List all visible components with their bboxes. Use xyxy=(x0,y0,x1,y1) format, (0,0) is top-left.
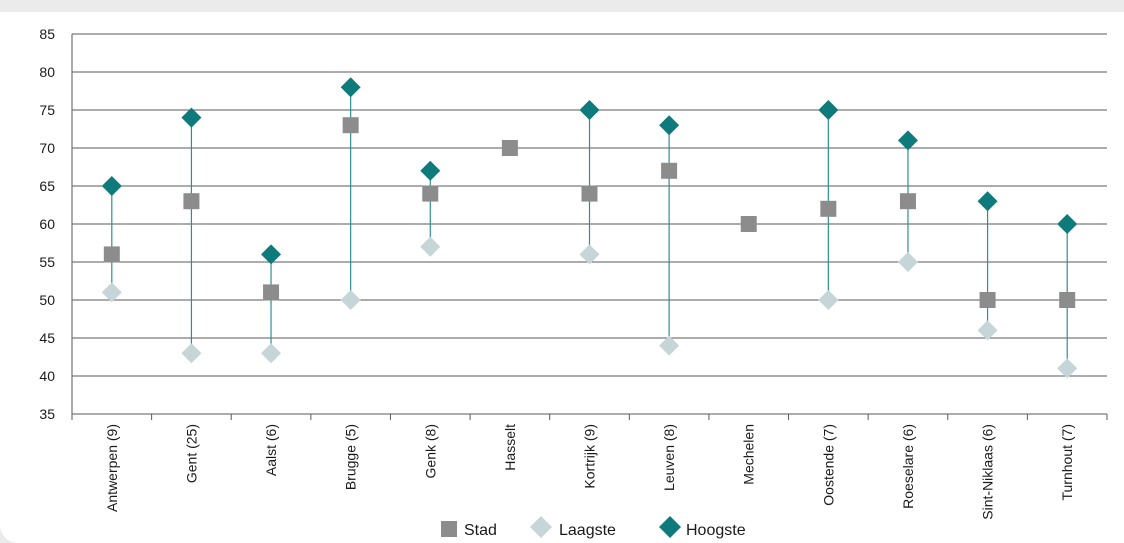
y-tick-label: 65 xyxy=(39,178,55,194)
x-tick-label: Brugge (5) xyxy=(343,424,359,490)
x-tick-label: Mechelen xyxy=(741,424,757,485)
y-tick-label: 40 xyxy=(39,368,55,384)
y-tick-label: 45 xyxy=(39,330,55,346)
laagste-point xyxy=(977,320,998,341)
stad-point xyxy=(103,246,120,263)
x-tick-label: Hasselt xyxy=(502,424,518,471)
laagste-point xyxy=(101,282,122,303)
y-tick-label: 75 xyxy=(39,102,55,118)
laagste-point xyxy=(181,343,202,364)
top-band xyxy=(0,0,1124,12)
stad-point xyxy=(740,216,757,232)
legend-laagste-swatch xyxy=(530,516,552,538)
laagste-point xyxy=(261,343,282,364)
y-tick-label: 70 xyxy=(39,140,55,156)
x-tick-label: Antwerpen (9) xyxy=(104,424,120,512)
y-tick-label: 35 xyxy=(39,406,55,422)
y-tick-label: 50 xyxy=(39,292,55,308)
hoogste-point xyxy=(1057,214,1078,234)
stad-point xyxy=(820,200,837,217)
y-tick-label: 60 xyxy=(39,216,55,232)
legend-laagste-label: Laagste xyxy=(559,522,616,539)
x-tick-label: Gent (25) xyxy=(183,424,199,483)
stad-point xyxy=(899,193,916,210)
y-tick-label: 85 xyxy=(39,26,55,42)
x-tick-label: Sint-Niklaas (6) xyxy=(980,424,996,520)
x-tick-label: Aalst (6) xyxy=(263,424,279,476)
stad-point xyxy=(661,162,678,179)
hoogste-point xyxy=(340,77,361,98)
legend-stad-swatch xyxy=(441,521,457,537)
hoogste-point xyxy=(897,130,918,151)
hoogste-point xyxy=(261,244,282,265)
x-tick-label: Turnhout (7) xyxy=(1059,424,1075,501)
stad-point xyxy=(979,292,996,308)
x-tick-label: Leuven (8) xyxy=(661,424,677,491)
legend-stad-label: Stad xyxy=(464,522,497,539)
hoogste-point xyxy=(420,160,441,181)
hoogste-point xyxy=(181,107,202,128)
stad-point xyxy=(422,185,439,202)
hoogste-point xyxy=(977,191,998,212)
y-tick-label: 80 xyxy=(39,64,55,80)
laagste-point xyxy=(897,252,918,272)
x-tick-label: Oostende (7) xyxy=(820,424,836,506)
laagste-point xyxy=(1057,358,1078,379)
laagste-point xyxy=(340,290,361,310)
stad-point xyxy=(263,284,280,301)
x-tick-label: Roeselare (6) xyxy=(900,424,916,509)
x-tick-label: Kortrijk (9) xyxy=(582,424,598,489)
legend-hoogste-label: Hoogste xyxy=(686,522,746,539)
y-tick-label: 55 xyxy=(39,254,55,270)
hoogste-point xyxy=(101,176,122,196)
x-tick-label: Genk (8) xyxy=(422,424,438,478)
hoogste-point xyxy=(818,100,839,120)
laagste-point xyxy=(818,290,839,310)
laagste-point xyxy=(659,335,680,356)
stad-point xyxy=(501,140,518,156)
stad-point xyxy=(342,117,359,134)
hoogste-point xyxy=(579,100,600,120)
stad-point xyxy=(1059,292,1076,308)
stad-point xyxy=(183,193,200,210)
legend-hoogste-swatch xyxy=(659,516,681,538)
stad-point xyxy=(581,185,598,202)
laagste-point xyxy=(579,244,600,265)
laagste-point xyxy=(420,236,441,257)
hoogste-point xyxy=(659,115,680,136)
